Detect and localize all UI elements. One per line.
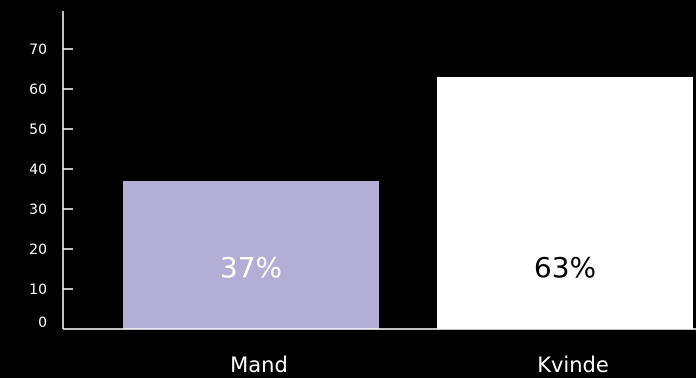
bars: 37% 63% — [123, 77, 693, 329]
category-label-mand: Mand — [230, 353, 288, 377]
y-tick-label-40: 40 — [29, 162, 47, 178]
x-axis: Mand Kvinde — [63, 328, 696, 377]
y-tick-label-10: 10 — [29, 282, 47, 298]
y-tick-label-70: 70 — [29, 42, 47, 58]
bar-kvinde — [437, 77, 693, 329]
y-tick-label-50: 50 — [29, 122, 47, 138]
bar-mand — [123, 181, 379, 329]
data-label-mand: 37% — [220, 251, 282, 284]
category-label-kvinde: Kvinde — [537, 353, 609, 377]
y-tick-label-30: 30 — [29, 202, 47, 218]
y-tick-label-0: 0 — [38, 315, 47, 331]
y-tick-label-60: 60 — [29, 82, 47, 98]
y-tick-label-20: 20 — [29, 242, 47, 258]
data-label-kvinde: 63% — [534, 251, 596, 284]
y-axis: 0 10 20 30 40 50 60 70 — [29, 11, 73, 331]
